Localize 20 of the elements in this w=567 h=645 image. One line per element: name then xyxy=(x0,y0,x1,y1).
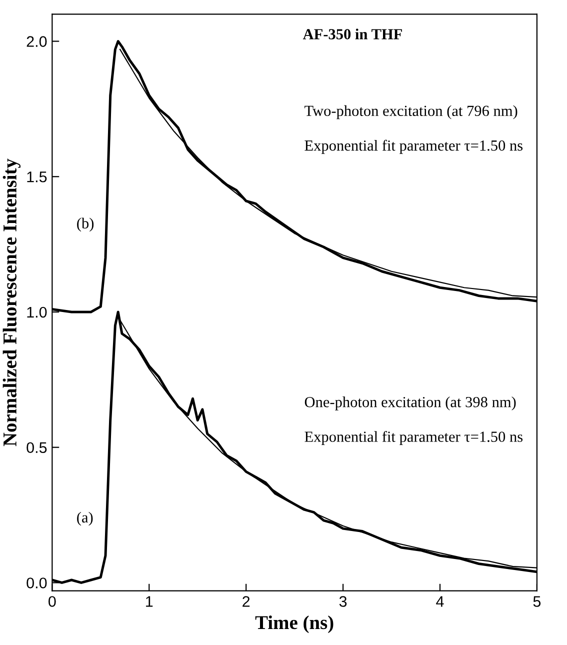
x-tick-label: 2 xyxy=(242,596,250,607)
x-tick-label: 3 xyxy=(339,596,347,607)
annotation: One-photon excitation (at 398 nm) xyxy=(304,396,516,410)
x-tick-label: 1 xyxy=(146,596,153,607)
annotation: (b) xyxy=(77,218,94,232)
annotation: (a) xyxy=(77,512,93,526)
x-tick-label: 4 xyxy=(436,596,444,607)
annotation: Exponential fit parameter τ=1.50 ns xyxy=(304,431,523,446)
x-tick-label: 5 xyxy=(533,596,541,607)
annotation: Two-photon excitation (at 796 nm) xyxy=(304,105,518,120)
annotation: Exponential fit parameter τ=1.50 ns xyxy=(304,140,523,154)
y-tick-label: 1.0 xyxy=(27,306,47,318)
y-tick-label: 0.0 xyxy=(26,578,47,588)
y-tick-label: 0.5 xyxy=(26,442,47,454)
y-tick-label: 2.0 xyxy=(26,36,47,47)
x-axis-title: Time (ns) xyxy=(255,615,334,634)
y-tick-label: 1.5 xyxy=(27,172,47,182)
x-tick-label: 0 xyxy=(48,596,56,607)
text: AF-350 in THF xyxy=(302,28,402,40)
y-axis-title: Normalized Fluorescence Intensity xyxy=(2,158,21,446)
